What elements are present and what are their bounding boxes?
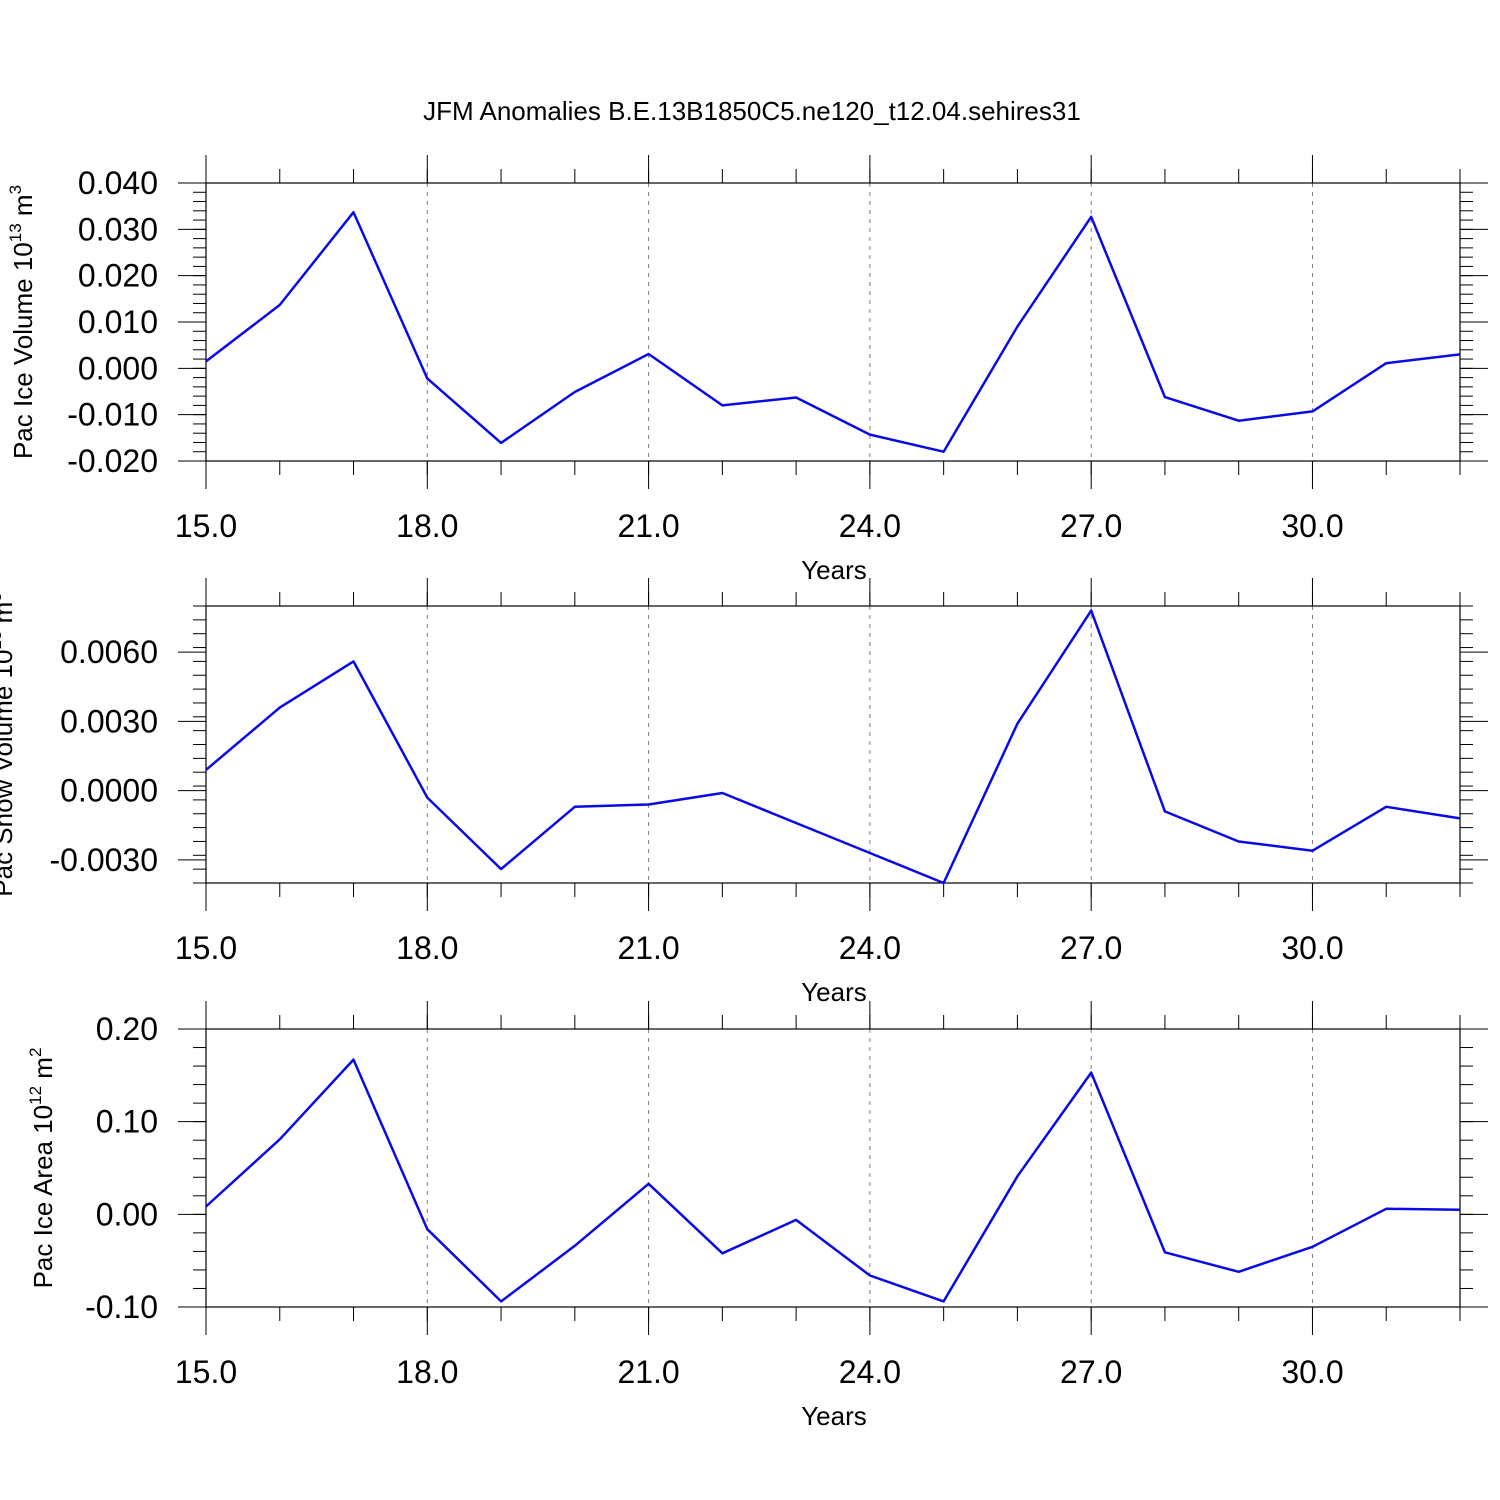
panel-2: 15.0 18.0 21.0 24.0 27.0 30.0 -0.0030 0.0000 0.0… <box>0 578 1488 1007</box>
x-tick-label: 27.0 <box>1060 1354 1122 1390</box>
x-tick-label: 15.0 <box>175 508 237 544</box>
y-axis-label-exponent: 3 <box>6 185 25 194</box>
x-tick-label: 21.0 <box>617 930 679 966</box>
series-line <box>205 1058 1461 1303</box>
x-axis-label: Years <box>801 977 867 1007</box>
x-tick-label: 24.0 <box>839 508 901 544</box>
y-axis-label-exponent: 3 <box>0 592 5 601</box>
series-line <box>205 609 1461 885</box>
y-tick-label: 0.00 <box>96 1196 158 1232</box>
x-axis-label: Years <box>801 555 867 585</box>
y-axis-label: Pac Snow Volume 1013 m3 <box>0 592 18 896</box>
panel-1: 15.0 18.0 21.0 24.0 27.0 30.0 -0.020 -0.010 0.00… <box>6 155 1488 585</box>
y-axis-label-exponent: 12 <box>26 1086 45 1105</box>
y-tick-label: 0.20 <box>96 1011 158 1047</box>
y-axis-label-part: m <box>28 1057 58 1086</box>
y-tick-label: 0.0000 <box>60 773 158 809</box>
plot-frame <box>205 182 1461 462</box>
x-tick-label: 27.0 <box>1060 508 1122 544</box>
y-tick-label: 0.0060 <box>60 634 158 670</box>
y-axis-label-exponent: 13 <box>6 223 25 242</box>
y-tick-label: 0.0030 <box>60 703 158 739</box>
x-tick-label: 27.0 <box>1060 930 1122 966</box>
y-axis-label-part: Pac Ice Volume 10 <box>8 242 38 459</box>
x-tick-label: 15.0 <box>175 930 237 966</box>
y-tick-label: 0.10 <box>96 1104 158 1140</box>
x-tick-label: 15.0 <box>175 1354 237 1390</box>
x-tick-label: 30.0 <box>1281 930 1343 966</box>
y-tick-label: 0.010 <box>78 304 158 340</box>
x-tick-label: 18.0 <box>396 508 458 544</box>
y-axis-label-part: m <box>0 602 18 631</box>
series-line <box>205 210 1461 453</box>
y-axis-label: Pac Ice Volume 1013 m3 <box>6 185 38 459</box>
x-axis-label: Years <box>801 1401 867 1431</box>
y-tick-label: -0.0030 <box>49 842 158 878</box>
x-tick-label: 21.0 <box>617 508 679 544</box>
x-tick-label: 24.0 <box>839 1354 901 1390</box>
plot-frame <box>205 1028 1461 1308</box>
plot-frame <box>205 605 1461 884</box>
y-tick-label: 0.000 <box>78 350 158 386</box>
y-axis-label-exponent: 2 <box>26 1048 45 1057</box>
y-tick-label: -0.020 <box>67 443 158 479</box>
y-axis-label-exponent: 13 <box>0 631 5 650</box>
x-tick-label: 18.0 <box>396 1354 458 1390</box>
y-axis-label-part: Pac Snow Volume 10 <box>0 650 18 897</box>
y-tick-label: 0.040 <box>78 165 158 201</box>
x-tick-label: 18.0 <box>396 930 458 966</box>
y-axis-label: Pac Ice Area 1012 m2 <box>26 1048 58 1289</box>
y-axis-label-part: Pac Ice Area 10 <box>28 1105 58 1289</box>
y-tick-label: -0.010 <box>67 397 158 433</box>
x-tick-label: 30.0 <box>1281 508 1343 544</box>
y-tick-label: -0.10 <box>85 1289 158 1325</box>
x-tick-label: 30.0 <box>1281 1354 1343 1390</box>
figure-title: JFM Anomalies B.E.13B1850C5.ne120_t12.04… <box>423 96 1081 126</box>
y-axis-label-part: m <box>8 194 38 223</box>
x-tick-label: 24.0 <box>839 930 901 966</box>
panels: 15.0 18.0 21.0 24.0 27.0 30.0 -0.020 -0.010 0.00… <box>0 155 1488 1431</box>
panel-3: 15.0 18.0 21.0 24.0 27.0 30.0 -0.10 0.00 0.10 0.2… <box>26 1001 1488 1431</box>
x-tick-label: 21.0 <box>617 1354 679 1390</box>
y-tick-label: 0.030 <box>78 211 158 247</box>
y-tick-label: 0.020 <box>78 258 158 294</box>
